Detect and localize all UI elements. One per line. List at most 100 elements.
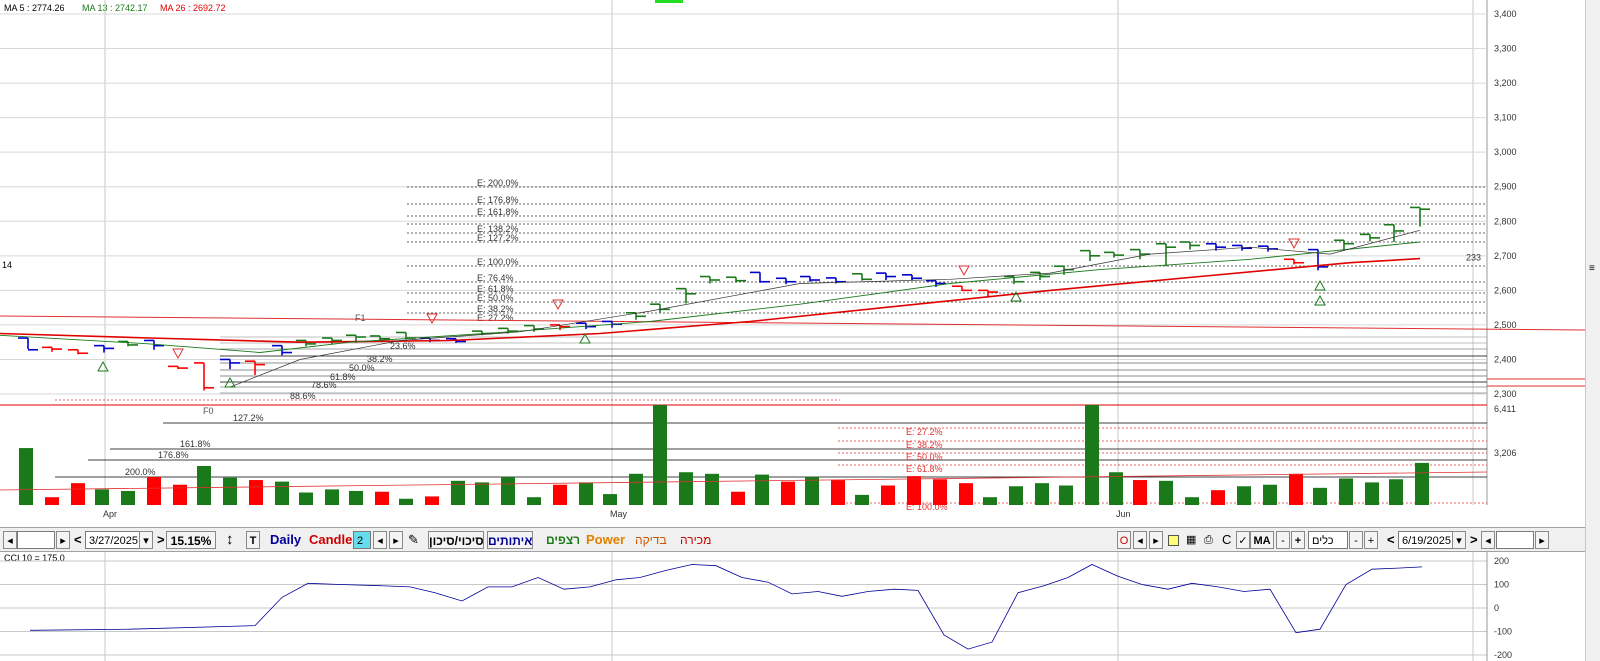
fib-projection-label: 200.0% (125, 467, 156, 477)
ma-plus-button[interactable]: + (1291, 531, 1305, 549)
price-tick-label: 2,400 (1494, 354, 1517, 364)
grid-icon[interactable]: ▦ (1186, 534, 1197, 546)
price-tick-label: 2,800 (1494, 216, 1517, 226)
ma-button[interactable]: MA (1250, 531, 1274, 549)
cci-panel[interactable]: CCI 10 = 175.0 200 100 0 -100 -200 (0, 552, 1585, 661)
buy-triangle-icon (1314, 294, 1326, 306)
volume-bar (399, 498, 413, 505)
fib-extension-label: E: 127.2% (477, 233, 519, 243)
text-tool-button[interactable]: T (246, 531, 260, 549)
cci-label: CCI 10 = 175.0 (4, 553, 65, 563)
volume-bar (475, 482, 489, 505)
cci-tick-label: 200 (1494, 556, 1509, 566)
sale-button[interactable]: מכירה (680, 533, 712, 547)
end-date-dropdown[interactable]: ▾ (1452, 531, 1466, 549)
volume-bar (1059, 485, 1073, 505)
toolbar: ◂ ▸ < 3/27/2025 ▾ > 15.15% ↕ T Daily Can… (0, 527, 1600, 552)
start-date-dropdown[interactable]: ▾ (139, 531, 153, 549)
volume-bar (1035, 483, 1049, 505)
volume-bar (19, 448, 33, 505)
fib-extension-label: E: 76.4% (477, 273, 514, 283)
volume-bar (375, 491, 389, 505)
volume-bar (275, 481, 289, 505)
volume-bar (121, 490, 135, 505)
start-date-field[interactable]: 3/27/2025 (85, 531, 153, 549)
risk-reward-button[interactable]: סיכוי/סיכון (428, 531, 484, 549)
color-swatch[interactable] (1168, 535, 1179, 546)
volume-bar (959, 483, 973, 505)
candles-button[interactable]: Candles (309, 532, 360, 547)
price-tick-label: 2,600 (1494, 285, 1517, 295)
price-tick-label: 2,700 (1494, 251, 1517, 261)
candles-prev-button[interactable]: ◂ (373, 531, 387, 549)
power-button[interactable]: Power (586, 532, 626, 547)
candles-next-button[interactable]: ▸ (389, 531, 403, 549)
volume-bar (1289, 473, 1303, 505)
volume-tick-label: 3,206 (1494, 448, 1517, 458)
volume-bar (1185, 497, 1199, 505)
volume-bar (451, 480, 465, 505)
sell-triangle-icon (172, 348, 184, 360)
lower-fib-label: E: 50.0% (906, 452, 943, 462)
volume-bar (553, 484, 567, 505)
ma-checkbox[interactable]: ✓ (1236, 531, 1250, 549)
left-marker: 14 (2, 260, 12, 270)
scroll-right-button-2[interactable]: ▸ (1535, 531, 1549, 549)
o-next-button[interactable]: ▸ (1149, 531, 1163, 549)
cci-tick-label: 0 (1494, 603, 1499, 613)
scroll-left-button[interactable]: ◂ (3, 531, 17, 549)
price-tick-label: 2,500 (1494, 320, 1517, 330)
vertical-scrollbar[interactable]: ≡ (1585, 0, 1600, 661)
signals-button[interactable]: איתותים (487, 531, 533, 549)
next-date-button[interactable]: > (157, 532, 165, 547)
vertical-resize-icon[interactable]: ↕ (226, 531, 234, 548)
scroll-track[interactable] (17, 531, 55, 549)
end-next-button[interactable]: > (1470, 532, 1478, 547)
fib-extension-label: E: 27.2% (477, 313, 514, 323)
ma-minus-button[interactable]: - (1276, 531, 1290, 549)
splitter-icon[interactable]: ≡ (1589, 263, 1595, 274)
buy-triangle-icon (1010, 290, 1022, 302)
end-prev-button[interactable]: < (1387, 532, 1395, 547)
volume-bar (501, 476, 515, 505)
c-label[interactable]: C (1222, 532, 1232, 547)
price-tick-label: 3,000 (1494, 147, 1517, 157)
eraser-icon[interactable]: ✎ (408, 532, 419, 547)
volume-bar (731, 491, 745, 505)
ma26-label: MA 26 : 2692.72 (160, 3, 226, 13)
lower-fib-label: E: 38.2% (906, 440, 943, 450)
price-axis: 3,400 3,300 3,200 3,100 3,000 2,900 2,800 2,700… (1466, 9, 1517, 399)
fib-retracement-label: 38.2% (367, 354, 393, 364)
volume-bar (1237, 486, 1251, 505)
prev-date-button[interactable]: < (74, 532, 82, 547)
tools-dropdown[interactable]: כלים (1308, 531, 1348, 549)
fib-retracement-label: 78.6% (311, 380, 337, 390)
check-button[interactable]: בדיקה (635, 533, 667, 547)
buy-triangle-icon (97, 360, 109, 372)
daily-button[interactable]: Daily (270, 532, 302, 547)
fib-extension-label: E: 50.0% (477, 293, 514, 303)
candles-count[interactable]: 2 (353, 531, 371, 549)
month-label: May (610, 509, 628, 519)
volume-bar (805, 476, 819, 505)
price-chart[interactable]: MA 5 : 2774.26 MA 13 : 2742.17 MA 26 : 2… (0, 0, 1585, 527)
cci-grid: 200 100 0 -100 -200 (0, 552, 1512, 661)
volume-bar (629, 473, 643, 505)
scroll-track-2[interactable] (1496, 531, 1534, 549)
o-button[interactable]: O (1117, 531, 1131, 549)
print-icon[interactable]: ⎙ (1204, 534, 1213, 546)
sell-triangle-icon (552, 299, 564, 311)
floors-button[interactable]: רצפים (546, 533, 581, 547)
end-date-field[interactable]: 6/19/2025 (1398, 531, 1462, 549)
volume-bar (755, 474, 769, 505)
volume-bar (603, 494, 617, 505)
o-prev-button[interactable]: ◂ (1133, 531, 1147, 549)
scroll-right-button[interactable]: ▸ (56, 531, 70, 549)
fib-point-label: F0 (203, 406, 214, 416)
price-tick-label: 3,200 (1494, 78, 1517, 88)
zoom-field[interactable]: 15.15% (166, 531, 216, 549)
tools-minus-button[interactable]: - (1349, 531, 1363, 549)
tools-plus-button[interactable]: + (1364, 531, 1378, 549)
fibonacci-levels: E: 200.0%E: 176.8%E: 161.8%E: 138.2%E: 1… (0, 178, 1585, 512)
scroll-left-button-2[interactable]: ◂ (1481, 531, 1495, 549)
